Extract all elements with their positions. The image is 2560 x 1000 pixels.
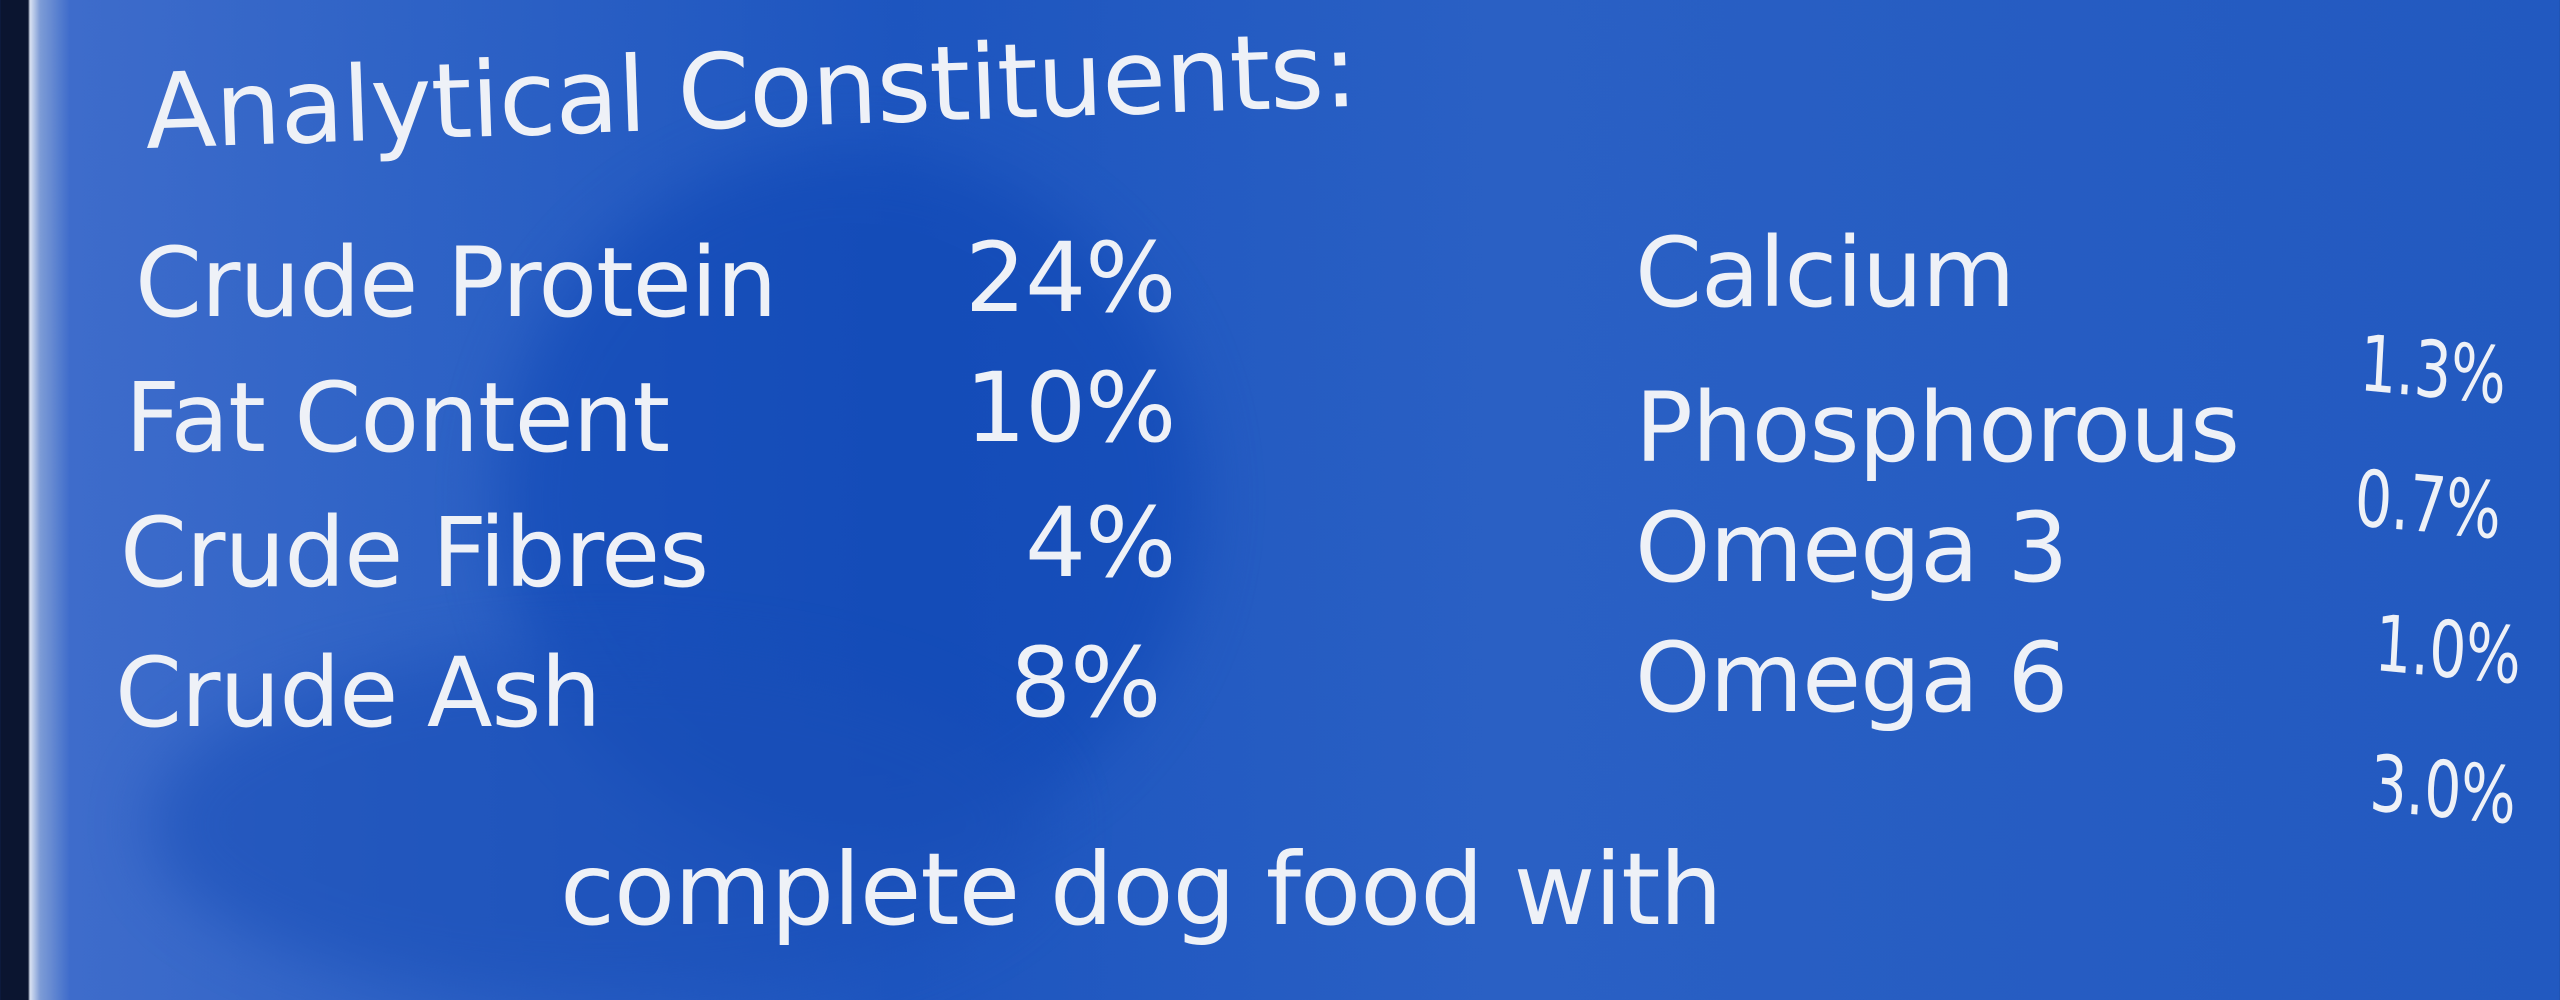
value-omega-3: 1.0% xyxy=(2372,599,2523,703)
value-crude-ash: 8% xyxy=(1010,627,1161,739)
label-crude-protein: Crude Protein xyxy=(135,227,777,339)
heading: Analytical Constituents: xyxy=(142,8,1359,173)
bottom-text-clipped: complete dog food with xyxy=(560,831,1723,948)
value-fat-content: 10% xyxy=(965,352,1176,464)
value-crude-protein: 24% xyxy=(965,222,1176,334)
label-omega-6: Omega 6 xyxy=(1635,622,2068,734)
value-omega-6: 3.0% xyxy=(2367,739,2518,843)
value-phosphorous: 0.7% xyxy=(2352,454,2503,558)
label-crude-fibres: Crude Fibres xyxy=(120,497,709,609)
label-omega-3: Omega 3 xyxy=(1635,492,2068,604)
label-crude-ash: Crude Ash xyxy=(115,637,601,749)
label-calcium: Calcium xyxy=(1635,217,2015,329)
label-fat-content: Fat Content xyxy=(125,362,670,474)
label-phosphorous: Phosphorous xyxy=(1635,372,2240,484)
value-calcium: 1.3% xyxy=(2357,319,2508,423)
value-crude-fibres: 4% xyxy=(1025,487,1176,599)
